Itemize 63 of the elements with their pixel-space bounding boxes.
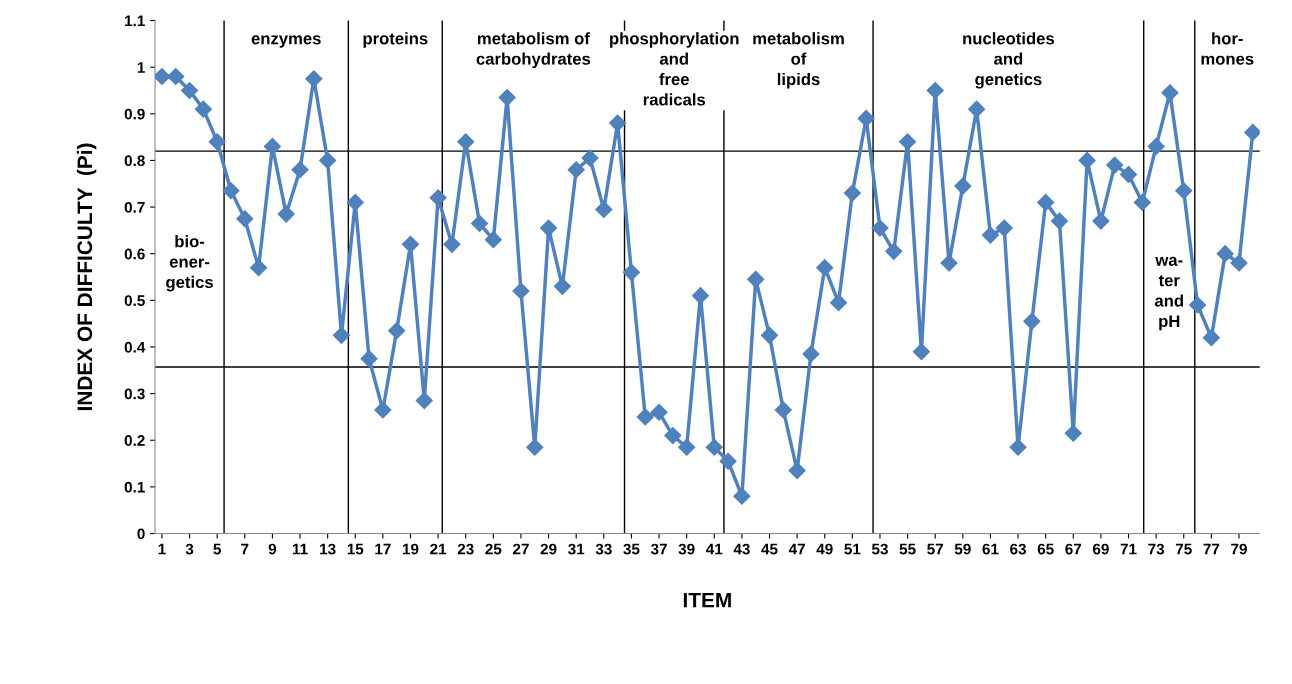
y-tick-label: 1 <box>137 62 145 73</box>
y-tick-label: 0.1 <box>124 481 145 493</box>
y-tick-label: 0.8 <box>124 155 145 167</box>
y-tick-label: 1.1 <box>125 15 145 27</box>
x-tick-label: 25 <box>485 543 502 555</box>
annotation: bio- ener- getics <box>166 235 213 292</box>
x-tick-label: 63 <box>1010 543 1026 555</box>
y-tick-label: 0.6 <box>124 248 145 260</box>
x-tick-label: 53 <box>871 543 888 555</box>
x-tick-label: 55 <box>899 543 916 555</box>
y-tick-label: 0 <box>137 528 145 540</box>
x-tick-label: 33 <box>595 543 612 555</box>
x-tick-label: 61 <box>982 543 999 555</box>
y-tick-label: 0.7 <box>124 201 145 213</box>
y-tick-label: 0.4 <box>124 341 146 353</box>
x-tick-label: 27 <box>512 543 529 555</box>
annotation: metabolism of carbohydrates <box>476 32 591 69</box>
x-tick-label: 41 <box>706 543 723 555</box>
annotation: enzymes <box>251 35 321 48</box>
y-axis-title: INDEX OF DIFFICULTY (Pi) <box>76 143 97 411</box>
x-tick-label: 67 <box>1065 543 1082 555</box>
x-tick-label: 49 <box>816 543 833 555</box>
x-tick-label: 47 <box>788 543 805 555</box>
x-tick-label: 39 <box>678 543 695 555</box>
annotation: metabolism of lipids <box>753 32 844 89</box>
x-tick-label: 43 <box>733 543 750 555</box>
x-tick-label: 75 <box>1175 543 1192 555</box>
x-tick-label: 29 <box>540 543 557 555</box>
x-tick-label: 5 <box>213 543 221 555</box>
annotation: nucleotides and genetics <box>963 32 1055 89</box>
x-tick-label: 57 <box>927 543 944 555</box>
x-tick-label: 77 <box>1203 543 1220 555</box>
x-tick-label: 7 <box>241 543 249 555</box>
x-tick-label: 15 <box>347 543 364 555</box>
x-tick-label: 11 <box>292 543 308 555</box>
x-tick-label: 19 <box>402 543 419 555</box>
x-tick-label: 17 <box>375 543 391 555</box>
x-tick-label: 69 <box>1092 543 1109 555</box>
x-tick-label: 59 <box>954 543 971 555</box>
x-tick-label: 3 <box>185 543 194 555</box>
annotation: hor- mones <box>1201 32 1254 65</box>
annotation: phosphorylation and free radicals <box>610 32 739 106</box>
x-tick-label: 31 <box>568 543 585 555</box>
annotation: proteins <box>363 32 428 48</box>
annotation: wa- ter and pH <box>1154 256 1183 331</box>
x-tick-label: 79 <box>1231 543 1247 555</box>
x-tick-label: 35 <box>623 543 640 555</box>
x-tick-label: 45 <box>761 543 778 555</box>
x-tick-label: 13 <box>320 543 336 555</box>
x-axis-title: ITEM <box>683 592 731 608</box>
x-tick-label: 65 <box>1037 543 1054 555</box>
y-tick-label: 0.9 <box>124 108 145 120</box>
x-tick-label: 21 <box>430 543 447 555</box>
x-tick-label: 51 <box>844 543 861 555</box>
x-tick-label: 23 <box>457 543 474 555</box>
x-tick-label: 9 <box>268 543 277 555</box>
y-tick-label: 0.2 <box>124 435 145 446</box>
x-tick-label: 37 <box>650 543 667 555</box>
y-tick-label: 0.3 <box>124 388 145 400</box>
x-tick-label: 1 <box>158 543 166 555</box>
y-tick-label: 0.5 <box>124 295 145 307</box>
x-tick-label: 73 <box>1148 543 1165 555</box>
x-tick-label: 71 <box>1120 543 1137 555</box>
